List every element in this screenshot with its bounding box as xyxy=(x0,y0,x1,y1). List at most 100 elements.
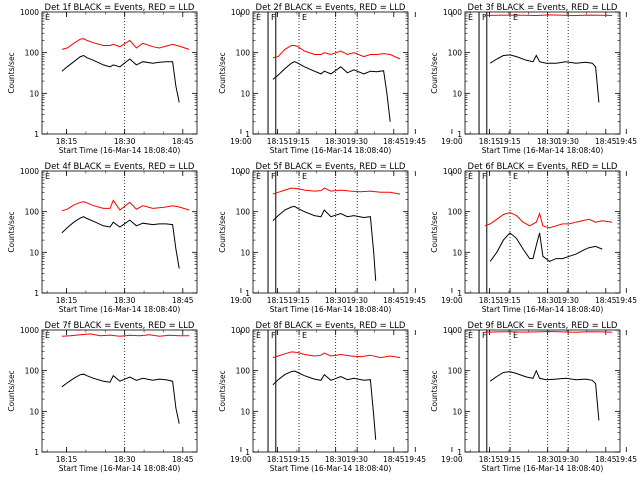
x-tick-label: 18:30 xyxy=(114,137,136,146)
lld-series-line xyxy=(272,45,401,60)
x-tick-label: 19:30 xyxy=(346,455,368,464)
flag-label: F xyxy=(482,13,487,22)
y-axis-label: Counts/sec xyxy=(7,211,16,252)
y-tick-label: 100 xyxy=(25,208,40,217)
x-tick-label: 19:45 xyxy=(615,296,637,305)
y-tick-label: 100 xyxy=(25,367,40,376)
x-axis-label: Start Time (16-Mar-14 18:08:40) xyxy=(482,146,604,155)
y-tick-label: 1000 xyxy=(231,8,250,17)
flag-label: F xyxy=(271,13,276,22)
x-axis-label: Start Time (16-Mar-14 18:08:40) xyxy=(59,464,181,473)
x-tick-label: 19:45 xyxy=(615,137,637,146)
flag-label: E xyxy=(256,172,261,181)
x-tick-label: 19:15 xyxy=(288,455,310,464)
flag-label: E xyxy=(513,13,518,22)
x-tick-label: 18:15 xyxy=(479,296,501,305)
x-tick-label: 18:30 xyxy=(537,296,559,305)
x-tick-label: 19:00 xyxy=(230,137,252,146)
y-tick-label: 1 xyxy=(245,289,250,298)
x-tick-label: 18:45 xyxy=(383,296,405,305)
flag-label: F xyxy=(271,331,276,340)
events-series-line xyxy=(489,232,603,262)
y-tick-label: 10 xyxy=(29,248,39,257)
y-tick-label: 1 xyxy=(457,289,462,298)
events-series-line xyxy=(272,61,391,122)
x-tick-label: 19:30 xyxy=(346,296,368,305)
x-tick-label: 18:30 xyxy=(114,296,136,305)
subplot-det-4: Det 4f BLACK = Events, RED = LLD 1 10 100 10… xyxy=(7,162,426,314)
x-axis-label: Start Time (16-Mar-14 18:08:40) xyxy=(59,305,181,314)
flag-label: E xyxy=(256,331,261,340)
x-tick-label: 19:15 xyxy=(288,296,310,305)
events-series-line xyxy=(272,205,377,281)
y-tick-label: 10 xyxy=(240,248,250,257)
y-tick-label: 1000 xyxy=(443,326,462,335)
x-tick-label: 19:00 xyxy=(230,455,252,464)
x-tick-label: 18:30 xyxy=(325,455,347,464)
flag-label: F xyxy=(271,172,276,181)
x-tick-label: 18:45 xyxy=(595,455,617,464)
plot-title: Det 2f BLACK = Events, RED = LLD xyxy=(256,3,406,13)
y-tick-label: 100 xyxy=(236,49,251,58)
y-tick-label: 1 xyxy=(245,130,250,139)
y-axis-label: Counts/sec xyxy=(218,52,227,93)
x-tick-label: 18:30 xyxy=(325,137,347,146)
flag-label: F xyxy=(482,172,487,181)
flag-label: F xyxy=(482,331,487,340)
flag-label: E xyxy=(45,13,50,22)
x-axis-label: Start Time (16-Mar-14 18:08:40) xyxy=(270,146,392,155)
x-tick-label: 18:45 xyxy=(595,296,617,305)
y-axis-label: Counts/sec xyxy=(430,370,439,411)
x-tick-label: 18:30 xyxy=(114,455,136,464)
y-tick-label: 1 xyxy=(34,448,39,457)
x-tick-label: 19:00 xyxy=(441,137,463,146)
x-axis-label: Start Time (16-Mar-14 18:08:40) xyxy=(270,305,392,314)
plot-frame xyxy=(41,329,198,453)
y-tick-label: 1000 xyxy=(20,167,39,176)
events-series-line xyxy=(61,54,180,103)
y-axis-label: Counts/sec xyxy=(430,211,439,252)
x-tick-label: 18:15 xyxy=(479,455,501,464)
x-tick-label: 18:30 xyxy=(537,455,559,464)
lld-series-line xyxy=(272,187,401,195)
y-axis-label: Counts/sec xyxy=(218,370,227,411)
lld-series-line xyxy=(484,330,613,333)
y-tick-label: 1000 xyxy=(231,167,250,176)
flag-label: E xyxy=(302,13,307,22)
plot-frame xyxy=(464,170,621,294)
x-tick-label: 18:45 xyxy=(172,137,194,146)
x-tick-label: 19:00 xyxy=(441,455,463,464)
x-tick-label: 19:00 xyxy=(441,296,463,305)
plot-frame xyxy=(252,329,409,453)
x-tick-label: 19:00 xyxy=(230,296,252,305)
y-tick-label: 10 xyxy=(29,407,39,416)
x-axis-label: Start Time (16-Mar-14 18:08:40) xyxy=(270,464,392,473)
plot-title: Det 9f BLACK = Events, RED = LLD xyxy=(468,321,618,331)
x-tick-label: 18:30 xyxy=(537,137,559,146)
plot-title: Det 4f BLACK = Events, RED = LLD xyxy=(45,162,195,172)
lld-series-line xyxy=(61,333,190,337)
y-tick-label: 10 xyxy=(240,89,250,98)
y-tick-label: 1000 xyxy=(231,326,250,335)
y-tick-label: 10 xyxy=(452,89,462,98)
x-tick-label: 19:45 xyxy=(404,455,426,464)
x-axis-label: Start Time (16-Mar-14 18:08:40) xyxy=(482,464,604,473)
plot-title: Det 1f BLACK = Events, RED = LLD xyxy=(45,3,195,13)
x-tick-label: 18:15 xyxy=(267,137,289,146)
lld-series-line xyxy=(61,38,190,50)
subplot-det-9: Det 9f BLACK = Events, RED = LLD 1 10 100 10… xyxy=(430,321,621,473)
y-tick-label: 10 xyxy=(452,407,462,416)
plot-frame xyxy=(464,329,621,453)
y-tick-label: 100 xyxy=(448,367,463,376)
y-tick-label: 1000 xyxy=(443,167,462,176)
y-tick-label: 1 xyxy=(457,448,462,457)
x-tick-label: 19:30 xyxy=(346,137,368,146)
subplot-det-8: Det 8f BLACK = Events, RED = LLD 1 10 100 10… xyxy=(218,321,637,473)
plot-frame xyxy=(252,11,409,135)
x-tick-label: 19:15 xyxy=(499,137,521,146)
x-tick-label: 18:45 xyxy=(383,137,405,146)
flag-label: E xyxy=(468,172,473,181)
flag-label: E xyxy=(468,331,473,340)
subplot-det-3: Det 3f BLACK = Events, RED = LLD 1 10 100 10… xyxy=(430,3,621,155)
